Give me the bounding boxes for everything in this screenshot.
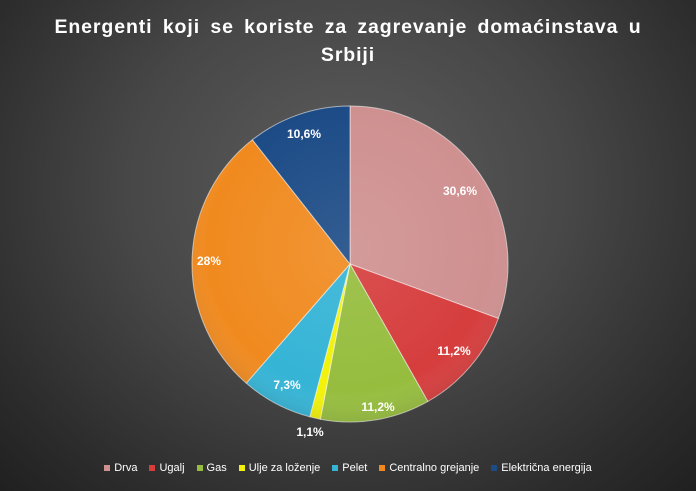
legend-swatch bbox=[332, 465, 339, 471]
legend-swatch bbox=[379, 465, 386, 471]
legend-label: Gas bbox=[206, 462, 227, 474]
data-label-drva: 30,6% bbox=[443, 184, 477, 198]
legend-item-ulje-za-lozenje: Ulje za loženje bbox=[238, 462, 321, 474]
data-label-centralno-grejanje: 28% bbox=[197, 254, 221, 268]
legend-label: Ugalj bbox=[159, 462, 185, 474]
chart-title-line-2: Srbiji bbox=[320, 44, 376, 66]
legend-swatch bbox=[149, 465, 156, 471]
chart-title: Energenti koji se koriste za zagrevanje … bbox=[48, 13, 648, 69]
legend-label: Električna energija bbox=[501, 462, 592, 474]
data-label-ulje-za-lozenje: 1,1% bbox=[296, 425, 324, 439]
legend-item-ugalj: Ugalj bbox=[149, 462, 185, 474]
data-label-pelet: 7,3% bbox=[273, 378, 301, 392]
legend-label: Centralno grejanje bbox=[389, 462, 480, 474]
legend-swatch bbox=[104, 465, 111, 471]
legend-swatch bbox=[196, 465, 203, 471]
data-label-ugalj: 11,2% bbox=[437, 344, 471, 358]
legend-item-elektricna-energija: Električna energija bbox=[491, 462, 592, 474]
legend-label: Ulje za loženje bbox=[248, 462, 321, 474]
legend-item-pelet: Pelet bbox=[332, 462, 367, 474]
legend-swatch bbox=[491, 465, 498, 471]
data-label-gas: 11,2% bbox=[361, 400, 395, 414]
legend-label: Pelet bbox=[342, 462, 368, 474]
chart-title-line-1: Energenti koji se koriste za zagrevanje … bbox=[54, 16, 642, 38]
legend: Drva Ugalj Gas Ulje za loženje Pelet Centraln… bbox=[0, 462, 696, 474]
pie-slices bbox=[191, 105, 509, 423]
data-label-elektricna-energija: 10,6% bbox=[287, 127, 321, 141]
legend-item-gas: Gas bbox=[196, 462, 227, 474]
pie-data-labels: 30,6% 11,2% 11,2% 1,1% 7,3% 28% 10,6% bbox=[197, 127, 477, 439]
legend-item-centralno-grejanje: Centralno grejanje bbox=[379, 462, 479, 474]
legend-label: Drva bbox=[114, 462, 138, 474]
legend-item-drva: Drva bbox=[104, 462, 137, 474]
legend-swatch bbox=[238, 465, 245, 471]
